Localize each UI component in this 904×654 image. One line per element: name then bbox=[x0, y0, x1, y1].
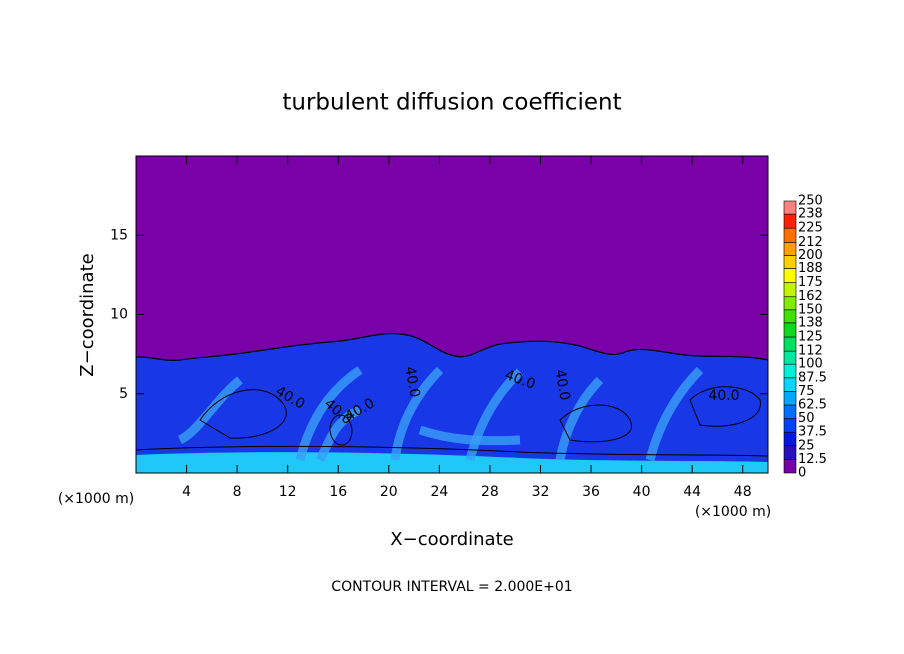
colorbar-cell bbox=[783, 404, 797, 419]
field-streak bbox=[418, 425, 521, 446]
colorbar-label: 250 bbox=[798, 194, 823, 209]
x-tick-label: 8 bbox=[233, 484, 242, 500]
field-streak bbox=[295, 366, 363, 462]
colorbar-cell bbox=[783, 418, 797, 433]
colorbar-cell bbox=[783, 322, 797, 338]
colorbar-cell bbox=[783, 255, 797, 269]
contour-line bbox=[135, 333, 769, 362]
colorbar-label: 100 bbox=[798, 357, 823, 372]
colorbar-label: 75 bbox=[798, 384, 815, 399]
x-tick-label: 4 bbox=[182, 484, 191, 500]
colorbar-label: 200 bbox=[798, 248, 823, 263]
colorbar-cell bbox=[783, 227, 797, 243]
contour-label: 40.0 bbox=[708, 388, 739, 404]
field-streak bbox=[315, 405, 362, 463]
x-tick-label: 12 bbox=[279, 484, 297, 500]
colorbar-label: 125 bbox=[798, 330, 823, 345]
y-axis-label: Z−coordinate bbox=[77, 253, 98, 376]
colorbar-label: 150 bbox=[798, 302, 823, 317]
contour-line bbox=[135, 445, 769, 457]
y-tick-label: 15 bbox=[110, 227, 128, 243]
x-tick-label: 24 bbox=[430, 484, 448, 500]
colorbar-cell bbox=[783, 336, 797, 352]
chart-title: turbulent diffusion coefficient bbox=[282, 90, 621, 116]
colorbar-cell bbox=[783, 431, 797, 447]
field-streak bbox=[465, 368, 524, 462]
colorbar-cell bbox=[783, 377, 797, 392]
x-tick-label: 20 bbox=[380, 484, 398, 500]
colorbar-cell bbox=[783, 445, 797, 460]
colorbar-label: 112 bbox=[798, 344, 823, 359]
colorbar-label: 175 bbox=[798, 275, 823, 290]
colorbar-cell bbox=[783, 309, 797, 324]
colorbar-cell bbox=[783, 282, 797, 298]
x-tick-label: 36 bbox=[582, 484, 600, 500]
colorbar-label: 0 bbox=[798, 466, 806, 481]
colorbar-cell bbox=[783, 268, 797, 283]
colorbar-cell bbox=[783, 296, 797, 311]
colorbar-label: 50 bbox=[798, 411, 815, 426]
x-unit-label: (×1000 m) bbox=[695, 504, 771, 520]
x-tick-label: 32 bbox=[532, 484, 550, 500]
colorbar-cell bbox=[783, 391, 797, 406]
field-strong bbox=[136, 452, 768, 473]
colorbar-label: 238 bbox=[798, 207, 823, 222]
x-axis-label: X−coordinate bbox=[390, 529, 513, 550]
field-streak bbox=[555, 376, 604, 461]
colorbar-label: 25 bbox=[798, 438, 815, 453]
field-streak bbox=[177, 376, 243, 445]
y-tick-label: 5 bbox=[119, 386, 128, 402]
x-tick-label: 40 bbox=[633, 484, 651, 500]
colorbar-label: 212 bbox=[798, 235, 823, 250]
colorbar-cell bbox=[783, 350, 797, 365]
x-unit-label: (×1000 m) bbox=[58, 491, 134, 507]
colorbar-label: 37.5 bbox=[798, 425, 827, 440]
colorbar-label: 188 bbox=[798, 261, 823, 276]
contour-label: 40.0 bbox=[401, 365, 422, 398]
colorbar-label: 62.5 bbox=[798, 398, 827, 413]
field-streak bbox=[645, 366, 704, 462]
contour-line bbox=[689, 386, 761, 427]
colorbar-cell bbox=[783, 200, 797, 215]
contour-line bbox=[559, 404, 633, 443]
y-tick-label: 10 bbox=[110, 307, 128, 323]
colorbar-label: 138 bbox=[798, 315, 823, 330]
colorbar-label: 225 bbox=[798, 221, 823, 236]
colorbar-cell bbox=[783, 213, 797, 229]
x-tick-label: 44 bbox=[683, 484, 701, 500]
footer-note: CONTOUR INTERVAL = 2.000E+01 bbox=[331, 579, 572, 595]
colorbar-label: 162 bbox=[798, 289, 823, 304]
field-region bbox=[136, 333, 768, 473]
contour-line bbox=[329, 414, 353, 446]
contour-line bbox=[199, 389, 287, 439]
colorbar-cell bbox=[783, 459, 797, 474]
colorbar-cell bbox=[783, 363, 797, 379]
colorbar-label: 87.5 bbox=[798, 370, 827, 385]
x-tick-label: 48 bbox=[734, 484, 752, 500]
x-tick-label: 16 bbox=[329, 484, 347, 500]
contour-label: 40.0 bbox=[551, 368, 572, 401]
colorbar-label: 12.5 bbox=[798, 452, 827, 467]
x-tick-label: 28 bbox=[481, 484, 499, 500]
colorbar-cell bbox=[783, 242, 797, 256]
